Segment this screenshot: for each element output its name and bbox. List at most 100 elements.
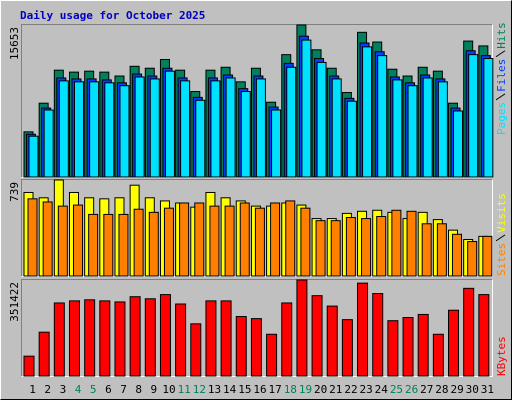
bar <box>148 211 159 277</box>
bar <box>57 205 68 277</box>
bar <box>88 213 99 277</box>
legend-entry: Pages <box>495 102 508 135</box>
panel-bevel-dark <box>21 24 493 178</box>
bar <box>43 109 54 178</box>
bar <box>468 54 479 178</box>
legend-separator <box>495 93 506 101</box>
bar <box>311 295 323 377</box>
legend-entry: Hits <box>495 22 508 49</box>
x-tick-label: 6 <box>105 383 112 396</box>
y-tick-label: 739 <box>8 182 21 202</box>
bar <box>362 46 373 178</box>
x-tick-label: 20 <box>314 383 327 396</box>
x-tick-label: 18 <box>284 383 297 396</box>
bar <box>133 208 144 277</box>
x-tick-label: 12 <box>193 383 206 396</box>
x-tick-label: 2 <box>44 383 51 396</box>
bar <box>316 61 327 178</box>
bar <box>89 81 100 178</box>
bar <box>159 294 171 377</box>
bar <box>194 202 205 277</box>
bar <box>296 279 308 377</box>
bar <box>417 313 429 377</box>
bar <box>255 78 266 178</box>
bar <box>331 78 342 178</box>
bar <box>114 301 126 377</box>
bar <box>315 220 326 277</box>
legend-entry: KBytes <box>495 336 508 376</box>
x-tick-label: 16 <box>253 383 266 396</box>
legend-entry: Files <box>495 59 508 92</box>
bar <box>377 55 388 178</box>
bar <box>210 80 221 178</box>
bar <box>346 100 357 178</box>
bar <box>119 85 130 178</box>
chart-title: Daily usage for October 2025 <box>20 9 205 22</box>
bar <box>224 205 235 277</box>
bar <box>448 309 460 377</box>
bar <box>392 79 403 178</box>
x-tick-label: 27 <box>420 383 433 396</box>
x-tick-label: 1 <box>29 383 36 396</box>
x-tick-label: 29 <box>450 383 463 396</box>
panel-bevel-light <box>21 279 493 377</box>
bar <box>372 293 384 377</box>
bar <box>463 287 475 377</box>
bar <box>164 70 175 178</box>
bar <box>357 282 369 377</box>
x-tick-label: 10 <box>162 383 175 396</box>
bar <box>483 58 494 178</box>
x-tick-label: 24 <box>375 383 389 396</box>
panel-bevel-dark <box>21 179 493 277</box>
bar <box>402 317 414 377</box>
bar <box>149 78 160 178</box>
bar <box>28 135 39 178</box>
bar <box>361 218 372 277</box>
bar <box>387 320 399 377</box>
bar <box>190 323 202 377</box>
bar <box>376 216 387 277</box>
x-tick-label: 22 <box>344 383 357 396</box>
x-tick-label: 17 <box>269 383 282 396</box>
bar <box>129 296 141 377</box>
bar <box>421 223 432 277</box>
bar <box>240 91 251 178</box>
bar <box>180 80 191 178</box>
bar <box>104 82 115 178</box>
x-tick-label: 23 <box>360 383 373 396</box>
bar <box>27 198 38 277</box>
bar <box>432 333 444 377</box>
bar <box>254 207 265 277</box>
bar <box>118 213 129 277</box>
bar <box>300 207 311 277</box>
bar <box>163 207 174 277</box>
bar <box>437 81 448 178</box>
bar <box>271 109 282 178</box>
bar <box>391 209 402 277</box>
bar <box>301 39 312 178</box>
bar <box>281 302 293 377</box>
x-tick-label: 25 <box>390 383 403 396</box>
x-tick-label: 13 <box>208 383 221 396</box>
bar <box>220 300 232 377</box>
bar <box>239 202 250 277</box>
bar <box>285 200 296 277</box>
bar <box>270 202 281 277</box>
x-tick-label: 14 <box>223 383 237 396</box>
x-tick-label: 3 <box>60 383 67 396</box>
x-tick-label: 31 <box>481 383 494 396</box>
bar <box>23 355 35 377</box>
bar <box>406 210 417 277</box>
bar <box>195 99 206 178</box>
bar <box>422 77 433 178</box>
bar <box>53 302 65 377</box>
bar <box>72 204 83 277</box>
x-tick-label: 19 <box>299 383 312 396</box>
bar <box>326 305 338 377</box>
x-tick-label: 5 <box>90 383 97 396</box>
x-tick-label: 7 <box>120 383 127 396</box>
bar <box>38 331 50 377</box>
bar <box>452 233 463 277</box>
